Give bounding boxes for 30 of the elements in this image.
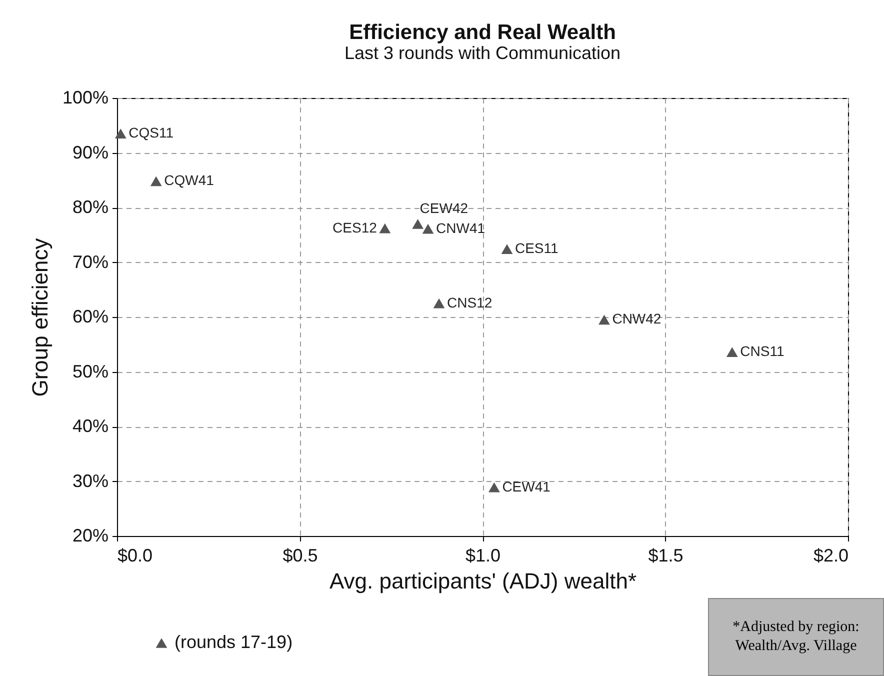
annotation: CQW41 — [164, 172, 214, 188]
y-tick-label: 30% — [72, 470, 108, 491]
y-tick-label: 90% — [72, 142, 108, 162]
y-axis-title: Group efficiency — [27, 238, 52, 397]
y-tick-label: 50% — [72, 361, 108, 382]
y-tick-label: 100% — [62, 88, 108, 108]
annotation: CNW42 — [612, 310, 662, 327]
legend-label: (rounds 17-19) — [174, 632, 293, 652]
y-tick-label: 70% — [72, 252, 108, 272]
annotation: CES11 — [514, 240, 559, 256]
x-tick-label: $0.0 — [118, 546, 153, 566]
annotation: CEW41 — [502, 478, 551, 494]
chart-title: Efficiency and Real Wealth — [349, 21, 616, 44]
annotation: CNS11 — [740, 343, 784, 360]
annotation: CES12 — [332, 219, 378, 236]
x-tick-label: $2.0 — [813, 546, 848, 566]
chart-subtitle: Last 3 rounds with Communication — [344, 43, 621, 63]
x-tick-label: $1.5 — [648, 546, 684, 566]
text: *Adjusted by region: Wealth/Avg. Village — [708, 598, 884, 676]
y-tick-label: 80% — [72, 197, 108, 217]
x-tick-label: $1.0 — [465, 546, 501, 566]
x-axis-title: Avg. participants' (ADJ) wealth* — [329, 568, 637, 594]
y-tick-label: 20% — [72, 526, 108, 546]
x-tick-label: $0.5 — [282, 546, 318, 566]
annotation: CNW41 — [436, 220, 486, 236]
annotation: CEW42 — [420, 200, 468, 216]
y-tick-label: 60% — [72, 306, 108, 326]
y-tick-label: 40% — [72, 416, 108, 436]
annotation: CQS11 — [128, 124, 174, 141]
annotation: CNS12 — [447, 294, 492, 310]
